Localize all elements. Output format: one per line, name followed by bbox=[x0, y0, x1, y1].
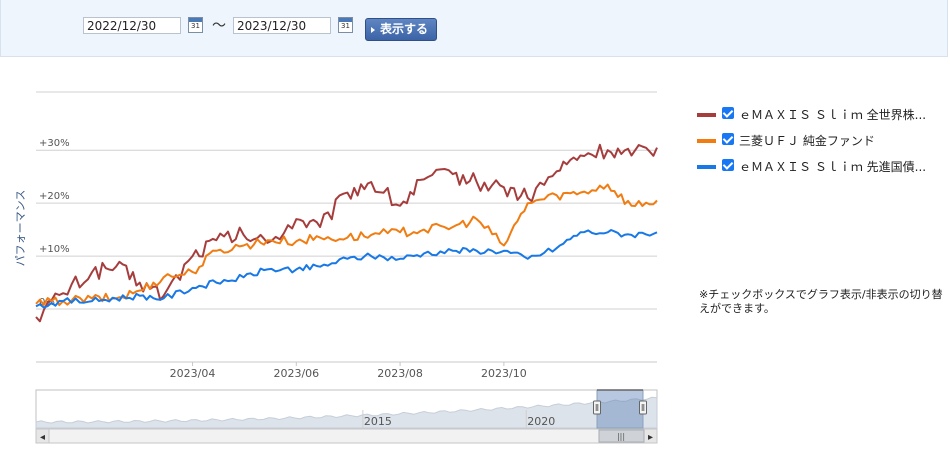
navigator-handle[interactable] bbox=[639, 400, 647, 415]
calendar-day-label: 31 bbox=[341, 22, 350, 30]
calendar-day-label: 31 bbox=[191, 22, 200, 30]
navigator-year-label: 2015 bbox=[364, 415, 392, 428]
x-tick-label: 2023/04 bbox=[170, 367, 216, 380]
scroll-thumb[interactable] bbox=[598, 429, 645, 443]
checkbox-checked-icon[interactable] bbox=[722, 107, 734, 119]
legend-swatch bbox=[697, 113, 716, 117]
arrow-left-icon: ◂ bbox=[40, 432, 45, 443]
x-tick-label: 2023/08 bbox=[377, 367, 423, 380]
y-tick-label: +10% bbox=[39, 244, 70, 255]
triangle-right-icon bbox=[371, 27, 375, 33]
chart-grid bbox=[36, 91, 657, 363]
navigator-area bbox=[35, 396, 658, 429]
legend-label: 三菱ＵＦＪ 純金ファンド bbox=[739, 134, 875, 148]
checkbox-checked-icon[interactable] bbox=[722, 133, 734, 145]
calendar-icon[interactable]: 31 bbox=[188, 17, 203, 33]
legend-item-developed-bond[interactable]: ｅＭＡＸＩＳ Ｓｌｉｍ 先進国債... bbox=[697, 156, 947, 182]
arrow-right-icon: ▸ bbox=[648, 432, 653, 443]
range-navigator: 2015 2020 ◂ ▸ ||| bbox=[35, 389, 658, 444]
legend-item-world-stock[interactable]: ｅＭＡＸＩＳ Ｓｌｉｍ 全世界株... bbox=[697, 104, 947, 130]
navigator-selection bbox=[596, 389, 644, 429]
legend-label: ｅＭＡＸＩＳ Ｓｌｉｍ 先進国債... bbox=[739, 160, 927, 174]
y-tick-label: +30% bbox=[39, 138, 70, 149]
calendar-icon[interactable]: 31 bbox=[338, 17, 353, 33]
start-date-input[interactable]: 2022/12/30 bbox=[83, 17, 181, 34]
legend-swatch bbox=[697, 165, 716, 169]
x-tick-label: 2023/10 bbox=[481, 367, 527, 380]
x-tick-label: 2023/06 bbox=[273, 367, 319, 380]
range-separator: ～ bbox=[212, 18, 226, 34]
y-tick-label: +20% bbox=[39, 191, 70, 202]
x-axis: 2023/04 2023/06 2023/08 2023/10 bbox=[170, 362, 527, 380]
scroll-left-button[interactable] bbox=[35, 428, 50, 444]
legend-label: ｅＭＡＸＩＳ Ｓｌｉｍ 全世界株... bbox=[739, 108, 927, 122]
show-button[interactable]: 表示する bbox=[365, 18, 437, 41]
legend: ｅＭＡＸＩＳ Ｓｌｉｍ 全世界株... 三菱ＵＦＪ 純金ファンド ｅＭＡＸＩＳ … bbox=[697, 104, 947, 182]
legend-swatch bbox=[697, 139, 716, 143]
series-line bbox=[35, 143, 658, 323]
end-date-input[interactable]: 2023/12/30 bbox=[233, 17, 331, 34]
performance-chart: パフォーマンス +30%+20%+10%0% 2023/04 2023/06 202… bbox=[14, 91, 658, 444]
series-line bbox=[35, 183, 658, 307]
y-tick-labels: +30%+20%+10%0% bbox=[39, 138, 70, 308]
y-axis-label: パフォーマンス bbox=[14, 190, 27, 267]
checkbox-note: ※チェックボックスでグラフ表示/非表示の切り替えができます。 bbox=[699, 288, 943, 315]
show-button-label: 表示する bbox=[380, 22, 429, 36]
date-range-bar: 2022/12/30 31 ～ 2023/12/30 31 表示する bbox=[0, 0, 948, 57]
navigator-handle[interactable] bbox=[593, 400, 601, 415]
scrollbar-track bbox=[35, 428, 658, 444]
navigator-year-label: 2020 bbox=[527, 415, 555, 428]
scroll-thumb-grip: ||| bbox=[617, 432, 625, 441]
checkbox-checked-icon[interactable] bbox=[722, 159, 734, 171]
legend-item-gold-fund[interactable]: 三菱ＵＦＪ 純金ファンド bbox=[697, 130, 947, 156]
series-line bbox=[35, 229, 658, 309]
chart-series bbox=[35, 143, 658, 323]
